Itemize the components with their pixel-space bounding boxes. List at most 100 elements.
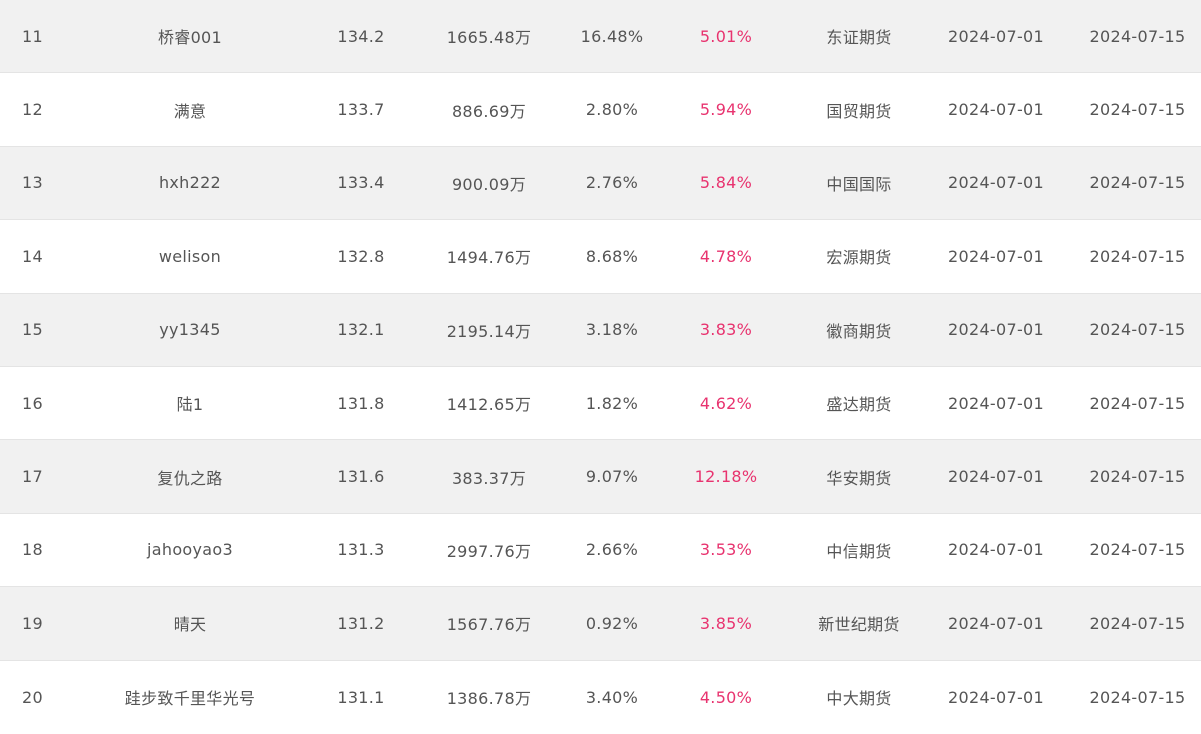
start-date-cell: 2024-07-01 xyxy=(948,687,1044,707)
return-rate-cell: 2.76% xyxy=(585,173,639,193)
equity-cell: 383.37万 xyxy=(451,468,527,488)
name-cell[interactable]: 晴天 xyxy=(173,615,207,635)
end-date-cell: 2024-07-15 xyxy=(1089,100,1186,120)
drawdown-cell: 4.78% xyxy=(699,246,753,266)
end-date-cell: 2024-07-15 xyxy=(1089,320,1186,340)
drawdown-cell: 3.83% xyxy=(699,320,753,340)
score-cell: 132.8 xyxy=(337,246,385,266)
broker-cell: 中大期货 xyxy=(826,689,892,709)
return-rate-cell: 1.82% xyxy=(585,393,639,413)
name-cell[interactable]: 复仇之路 xyxy=(157,468,223,488)
table-row[interactable]: 11 桥睿001 134.2 1665.48万 16.48% 5.01% 东证期… xyxy=(0,0,1201,74)
drawdown-cell: 3.85% xyxy=(699,613,753,633)
drawdown-cell: 5.94% xyxy=(699,100,753,120)
score-cell: 131.1 xyxy=(337,687,385,707)
rank-cell: 12 xyxy=(22,100,43,120)
drawdown-cell: 4.62% xyxy=(699,393,753,413)
name-cell[interactable]: jahooyao3 xyxy=(64,540,316,560)
score-cell: 131.8 xyxy=(337,393,385,413)
end-date-cell: 2024-07-15 xyxy=(1089,613,1186,633)
drawdown-cell: 5.01% xyxy=(699,26,753,46)
broker-cell: 徽商期货 xyxy=(826,321,892,341)
broker-cell: 国贸期货 xyxy=(826,101,892,121)
drawdown-cell: 5.84% xyxy=(699,173,753,193)
return-rate-cell: 2.80% xyxy=(585,100,639,120)
score-cell: 131.6 xyxy=(337,467,385,487)
start-date-cell: 2024-07-01 xyxy=(948,320,1044,340)
table-row[interactable]: 19 晴天 131.2 1567.76万 0.92% 3.85% 新世纪期货 2… xyxy=(0,587,1201,661)
end-date-cell: 2024-07-15 xyxy=(1089,467,1186,487)
drawdown-cell: 3.53% xyxy=(699,540,753,560)
return-rate-cell: 16.48% xyxy=(580,26,644,46)
equity-cell: 1567.76万 xyxy=(446,615,532,635)
rank-cell: 18 xyxy=(22,540,43,560)
return-rate-cell: 2.66% xyxy=(585,540,639,560)
table-row[interactable]: 17 复仇之路 131.6 383.37万 9.07% 12.18% 华安期货 … xyxy=(0,440,1201,514)
start-date-cell: 2024-07-01 xyxy=(948,246,1044,266)
rank-cell: 16 xyxy=(22,393,43,413)
broker-cell: 新世纪期货 xyxy=(818,615,900,635)
start-date-cell: 2024-07-01 xyxy=(948,540,1044,560)
broker-cell: 中信期货 xyxy=(826,541,892,561)
drawdown-cell: 12.18% xyxy=(694,467,758,487)
name-cell[interactable]: 跬步致千里华光号 xyxy=(64,685,316,710)
table-row[interactable]: 20 跬步致千里华光号 131.1 1386.78万 3.40% 4.50% 中… xyxy=(0,660,1201,734)
rank-cell: 17 xyxy=(22,467,43,487)
equity-cell: 1665.48万 xyxy=(446,28,532,48)
name-cell[interactable]: 陆1 xyxy=(64,391,316,416)
name-cell[interactable]: yy1345 xyxy=(159,320,221,340)
equity-cell: 1412.65万 xyxy=(446,395,532,415)
name-cell[interactable]: 桥睿001 xyxy=(157,28,223,48)
broker-cell: 华安期货 xyxy=(826,468,892,488)
equity-cell: 900.09万 xyxy=(451,174,527,194)
equity-cell: 1494.76万 xyxy=(446,248,532,268)
rank-cell: 15 xyxy=(22,320,43,340)
score-cell: 131.2 xyxy=(337,613,385,633)
table-row[interactable]: 14 welison 132.8 1494.76万 8.68% 4.78% 宏源… xyxy=(0,220,1201,294)
broker-cell: 东证期货 xyxy=(826,28,892,48)
return-rate-cell: 3.18% xyxy=(585,320,639,340)
broker-cell: 宏源期货 xyxy=(826,248,892,268)
name-cell[interactable]: welison xyxy=(64,246,316,266)
start-date-cell: 2024-07-01 xyxy=(948,26,1044,46)
end-date-cell: 2024-07-15 xyxy=(1089,26,1186,46)
rank-cell: 11 xyxy=(22,26,43,46)
name-cell[interactable]: hxh222 xyxy=(158,173,222,193)
broker-cell: 中国国际 xyxy=(826,174,892,194)
table-row[interactable]: 16 陆1 131.8 1412.65万 1.82% 4.62% 盛达期货 20… xyxy=(0,366,1201,441)
score-cell: 132.1 xyxy=(337,320,385,340)
rank-cell: 14 xyxy=(22,246,43,266)
start-date-cell: 2024-07-01 xyxy=(948,393,1044,413)
table-row[interactable]: 13 hxh222 133.4 900.09万 2.76% 5.84% 中国国际… xyxy=(0,146,1201,221)
end-date-cell: 2024-07-15 xyxy=(1089,393,1186,413)
table-row[interactable]: 18 jahooyao3 131.3 2997.76万 2.66% 3.53% … xyxy=(0,513,1201,588)
score-cell: 133.7 xyxy=(337,100,385,120)
rank-cell: 13 xyxy=(22,173,43,193)
table-row[interactable]: 15 yy1345 132.1 2195.14万 3.18% 3.83% 徽商期… xyxy=(0,293,1201,367)
equity-cell: 2195.14万 xyxy=(446,321,532,341)
start-date-cell: 2024-07-01 xyxy=(948,173,1044,193)
rank-cell: 20 xyxy=(22,687,43,707)
equity-cell: 1386.78万 xyxy=(446,689,532,709)
end-date-cell: 2024-07-15 xyxy=(1089,687,1186,707)
start-date-cell: 2024-07-01 xyxy=(948,613,1044,633)
start-date-cell: 2024-07-01 xyxy=(948,467,1044,487)
return-rate-cell: 9.07% xyxy=(585,467,639,487)
end-date-cell: 2024-07-15 xyxy=(1089,246,1186,266)
rank-cell: 19 xyxy=(22,613,43,633)
end-date-cell: 2024-07-15 xyxy=(1089,540,1186,560)
drawdown-cell: 4.50% xyxy=(699,687,753,707)
equity-cell: 886.69万 xyxy=(451,101,527,121)
return-rate-cell: 0.92% xyxy=(585,613,639,633)
broker-cell: 盛达期货 xyxy=(826,395,892,415)
end-date-cell: 2024-07-15 xyxy=(1089,173,1186,193)
return-rate-cell: 8.68% xyxy=(585,246,639,266)
start-date-cell: 2024-07-01 xyxy=(948,100,1044,120)
table-row[interactable]: 12 满意 133.7 886.69万 2.80% 5.94% 国贸期货 202… xyxy=(0,73,1201,147)
name-cell[interactable]: 满意 xyxy=(64,97,316,122)
score-cell: 134.2 xyxy=(337,26,385,46)
equity-cell: 2997.76万 xyxy=(446,541,532,561)
return-rate-cell: 3.40% xyxy=(585,687,639,707)
score-cell: 131.3 xyxy=(337,540,385,560)
